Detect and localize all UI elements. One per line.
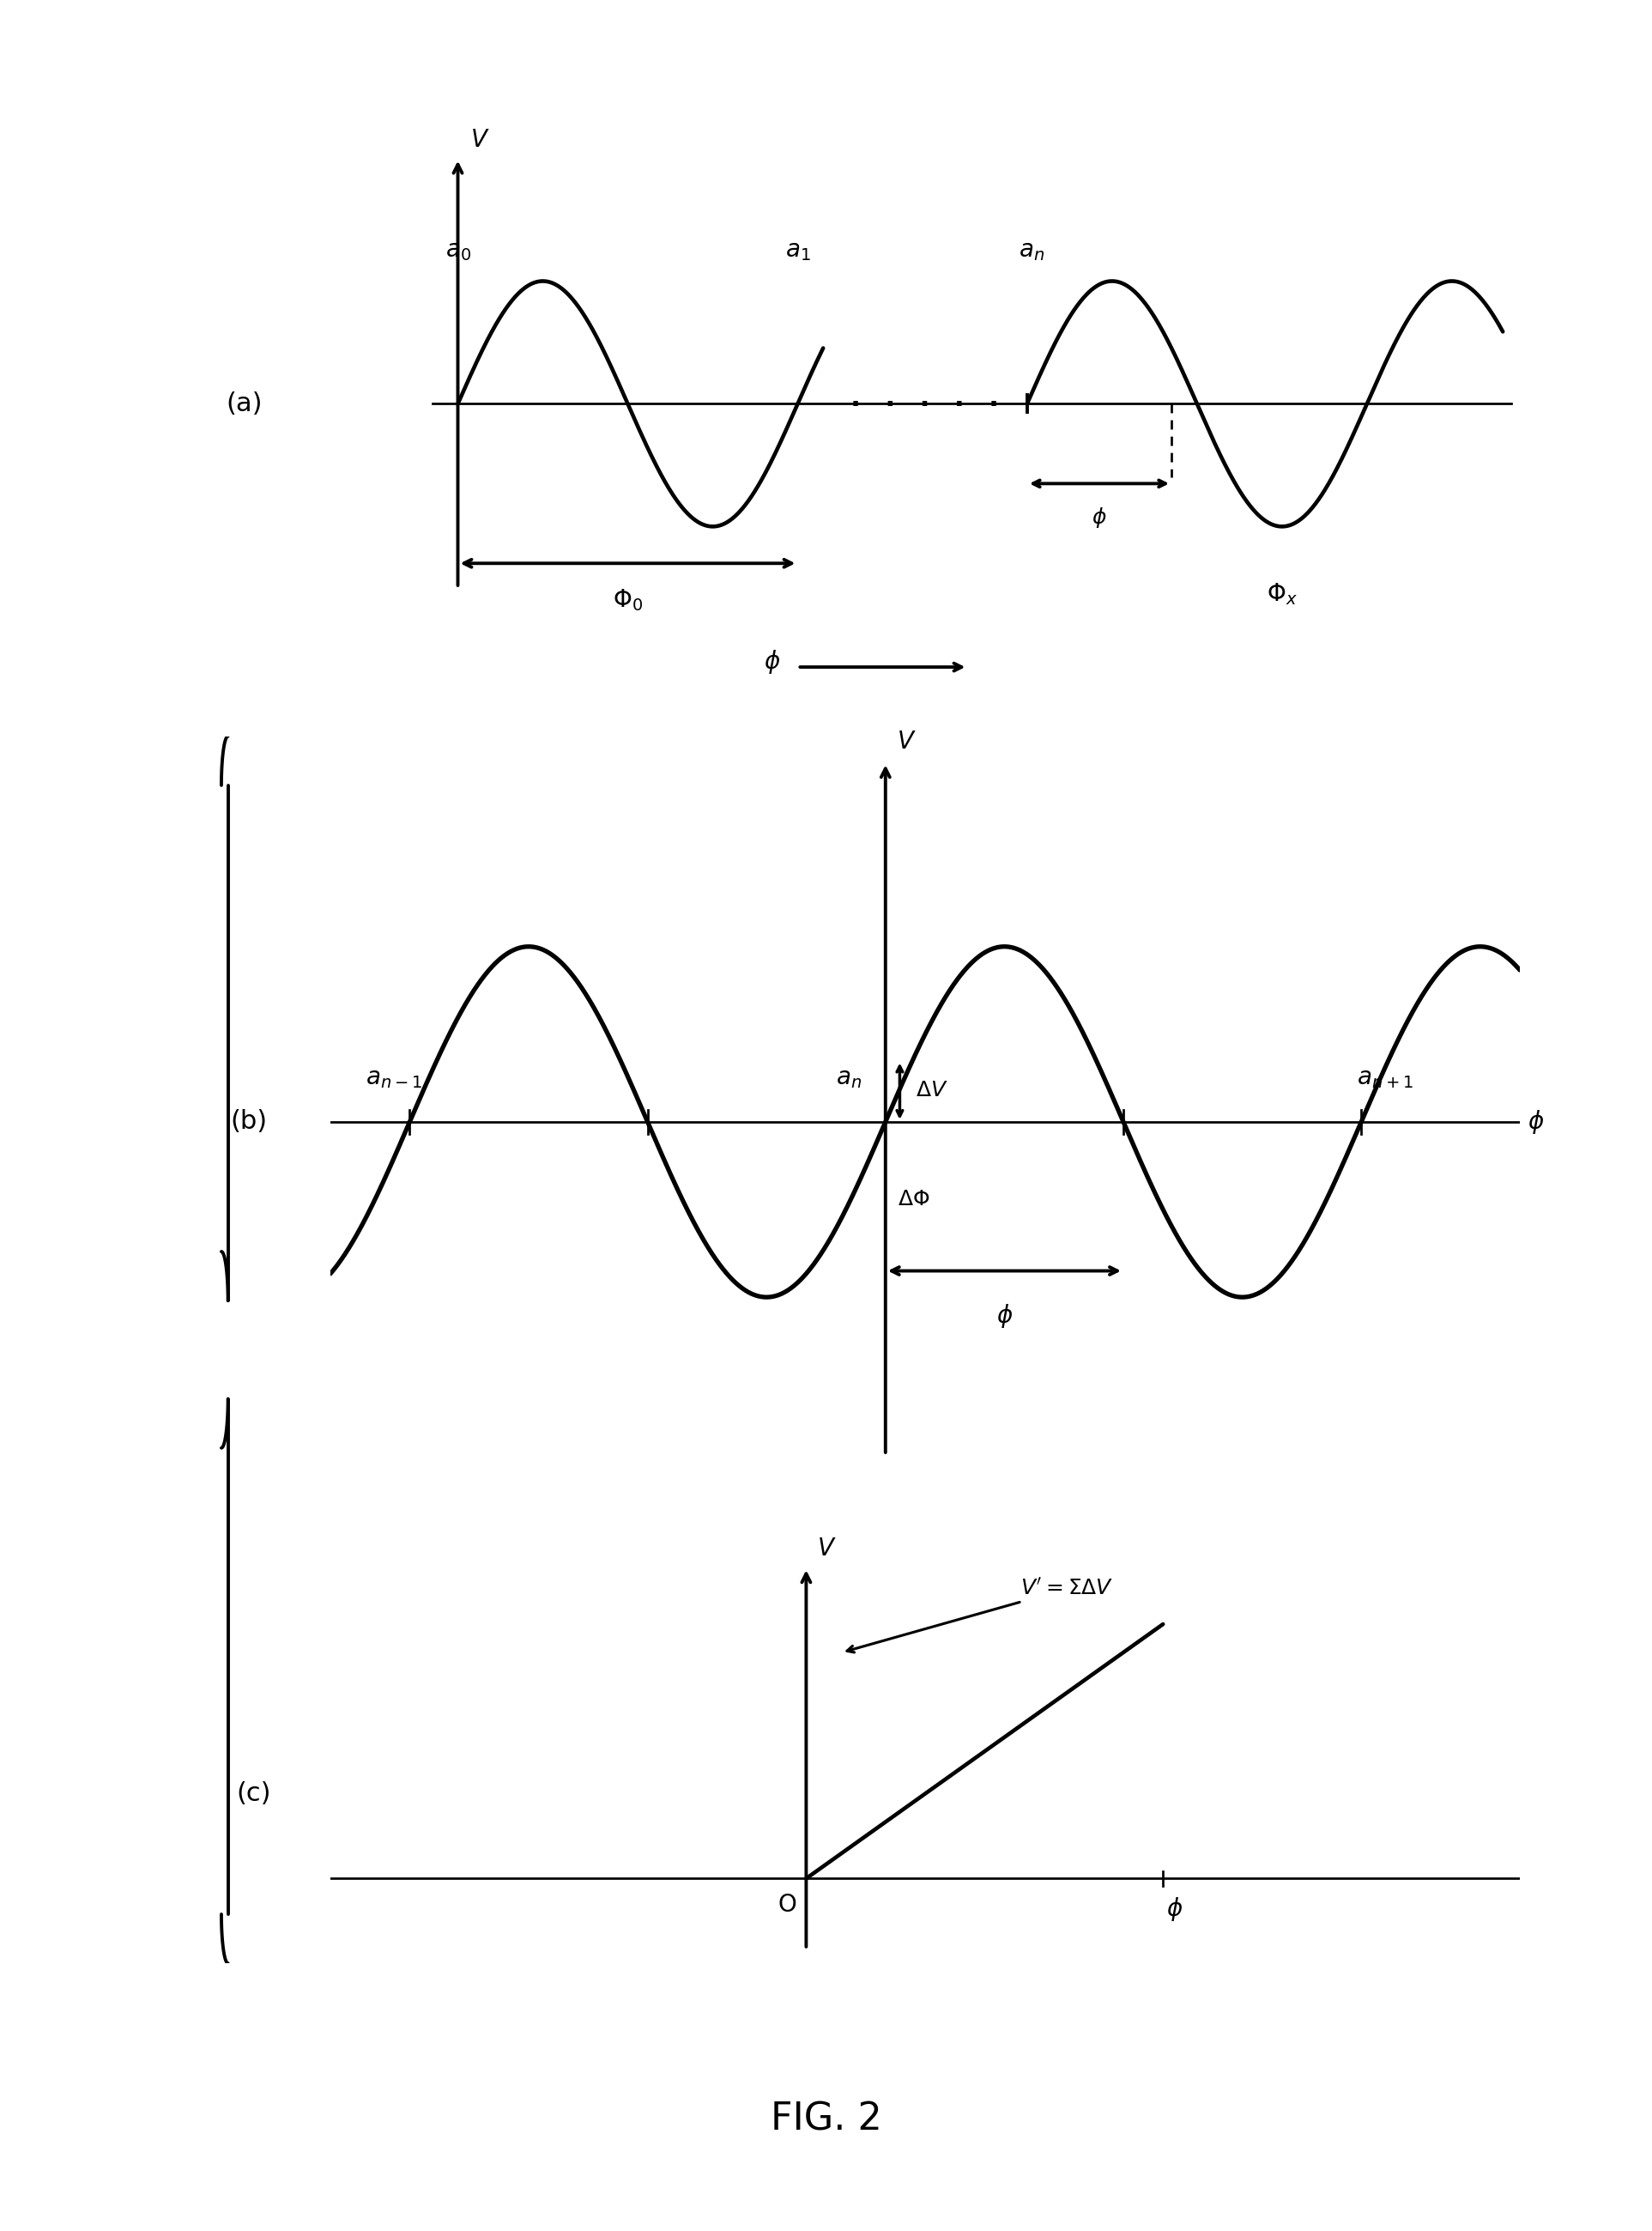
- Text: $a_1$: $a_1$: [785, 239, 811, 263]
- Text: $\Delta\Phi$: $\Delta\Phi$: [897, 1189, 930, 1209]
- Text: FIG. 2: FIG. 2: [770, 2102, 882, 2137]
- Text: (a): (a): [226, 390, 263, 417]
- Text: $V' = \Sigma\Delta V$: $V' = \Sigma\Delta V$: [847, 1580, 1113, 1653]
- Text: . . . . .: . . . . .: [847, 384, 1003, 413]
- Text: V: V: [897, 730, 914, 754]
- Text: $\phi$: $\phi$: [996, 1303, 1013, 1330]
- Text: $a_n$: $a_n$: [1018, 239, 1044, 263]
- Text: (b): (b): [230, 1109, 268, 1133]
- Text: $\Phi_x$: $\Phi_x$: [1267, 582, 1297, 607]
- Text: $\Phi_0$: $\Phi_0$: [613, 587, 643, 614]
- Text: $\phi$: $\phi$: [763, 647, 781, 676]
- Text: V: V: [471, 127, 487, 152]
- Text: $a_n$: $a_n$: [836, 1066, 862, 1091]
- Text: $a_{n-1}$: $a_{n-1}$: [365, 1066, 421, 1091]
- Text: $\phi$: $\phi$: [1166, 1896, 1183, 1923]
- Text: (c): (c): [236, 1780, 271, 1807]
- Text: $\phi$: $\phi$: [1528, 1109, 1545, 1136]
- Text: $\Delta V$: $\Delta V$: [915, 1080, 948, 1100]
- Text: $a_{n+1}$: $a_{n+1}$: [1356, 1066, 1412, 1091]
- Text: $a_0$: $a_0$: [444, 239, 471, 263]
- Text: $\phi$: $\phi$: [1092, 506, 1107, 529]
- Text: V: V: [818, 1537, 834, 1562]
- Text: O: O: [778, 1892, 796, 1916]
